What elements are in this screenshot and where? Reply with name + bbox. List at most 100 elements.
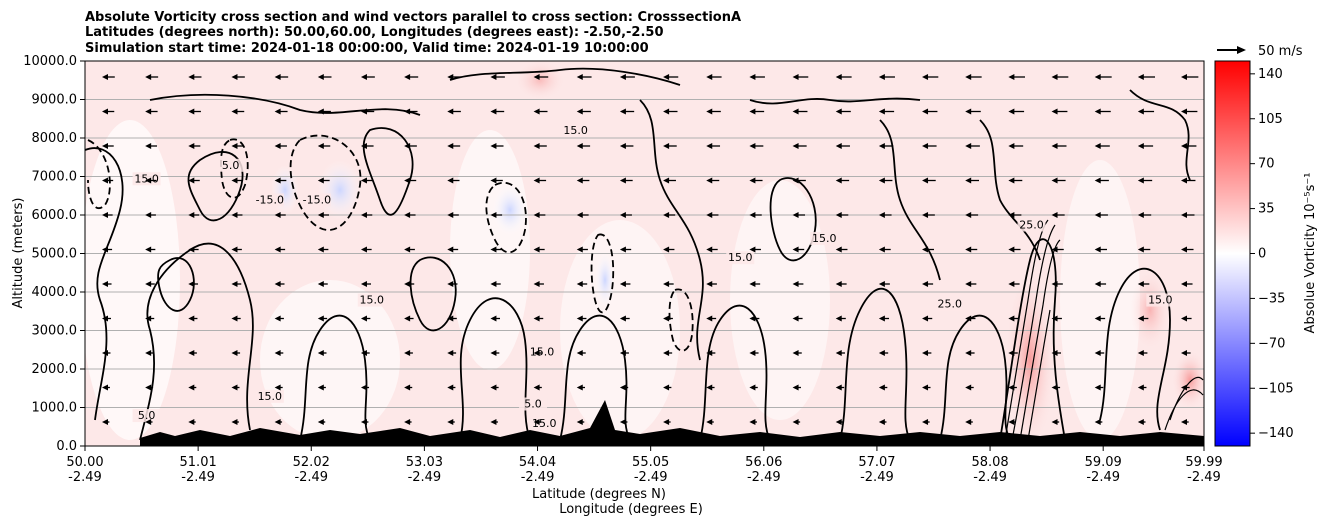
- wind-vector-head: [145, 246, 152, 253]
- wind-vector-head: [1051, 315, 1058, 322]
- wind-vector-head: [576, 108, 583, 115]
- negative-contours: [87, 134, 694, 352]
- wind-vector-head: [1137, 74, 1144, 80]
- wind-vector-head: [145, 419, 152, 425]
- wind-vector-head: [749, 74, 756, 80]
- wind-vector-head: [274, 212, 281, 218]
- wind-vector-head: [965, 281, 972, 287]
- wind-vector-head: [663, 143, 670, 149]
- wind-vector-head: [404, 74, 411, 80]
- wind-vector-head: [1181, 212, 1187, 218]
- wind-vector-head: [1137, 108, 1144, 115]
- wind-vector-head: [1137, 212, 1144, 218]
- wind-vector-head: [145, 350, 152, 356]
- wind-vector-head: [835, 419, 842, 425]
- y-tick-label: 5000.0: [32, 247, 78, 262]
- wind-vector-head: [1094, 177, 1101, 184]
- wind-vector-head: [965, 315, 972, 322]
- y-tick-label: 10000.0: [23, 54, 77, 69]
- wind-vector-head: [1051, 384, 1058, 391]
- contour-label: 15.0: [728, 251, 753, 264]
- wind-vector-head: [878, 315, 885, 322]
- wind-vector-head: [792, 74, 799, 80]
- wind-vector-head: [1008, 350, 1015, 356]
- wind-vector-head: [145, 281, 152, 287]
- wind-vector-head: [1008, 281, 1015, 287]
- wind-vector-head: [145, 384, 152, 391]
- wind-vector-head: [317, 246, 324, 253]
- wind-vector-head: [145, 108, 152, 115]
- wind-vector-head: [835, 143, 842, 149]
- wind-vector-head: [663, 281, 670, 287]
- wind-vector-head: [878, 143, 885, 149]
- contour-line: [459, 297, 531, 441]
- vorticity-blob: [85, 120, 180, 440]
- wind-vector-head: [274, 315, 281, 322]
- wind-vector-head: [1094, 143, 1101, 149]
- wind-vector-head: [102, 419, 108, 425]
- x-tick-label-longitude: -2.49: [860, 470, 894, 485]
- x-tick-label-longitude: -2.49: [747, 470, 781, 485]
- wind-vector-head: [102, 143, 108, 149]
- x-tick-label-longitude: -2.49: [521, 470, 555, 485]
- wind-vector-head: [922, 177, 929, 184]
- wind-vector-head: [878, 246, 885, 253]
- wind-vector-head: [360, 212, 367, 218]
- wind-vector-head: [965, 212, 972, 218]
- wind-vector-head: [317, 281, 324, 287]
- wind-vector-head: [231, 143, 238, 149]
- wind-vector-head: [231, 350, 238, 356]
- plot-area: 15.0 5.0 -15.0 -15.0 15.0 15.0 15.0 15.0 25.0 15.…: [84, 60, 1205, 447]
- negative-vorticity-core: [595, 252, 615, 308]
- wind-vector-head: [533, 212, 540, 218]
- vorticity-blob: [730, 180, 830, 420]
- contour-label-bg: [810, 231, 839, 245]
- contours: [85, 67, 1191, 441]
- contour-line: [1004, 219, 1049, 441]
- contour-line: [749, 97, 921, 105]
- wind-vector-head: [1008, 419, 1015, 425]
- contour-label: 15.0: [532, 417, 557, 430]
- wind-vector-head: [447, 350, 454, 356]
- contour-line: [1099, 267, 1171, 431]
- wind-vector-head: [922, 281, 929, 287]
- colorbar-ticks: 140 105 70 35 0 −35 −70 −105 −140: [1250, 67, 1294, 441]
- contour-line: [699, 304, 771, 441]
- wind-vector-head: [102, 177, 108, 184]
- colorbar-tick-label: 70: [1258, 157, 1275, 172]
- contour-line: [559, 314, 631, 441]
- wind-vector-head: [792, 419, 799, 425]
- wind-vector-head: [663, 212, 670, 218]
- wind-vector-head: [533, 143, 540, 149]
- wind-vector-head: [360, 143, 367, 149]
- wind-vector-head: [619, 143, 626, 149]
- wind-vector-head: [533, 74, 540, 80]
- wind-vector-head: [792, 246, 799, 253]
- contour-label: 15.0: [360, 294, 385, 307]
- wind-vector-head: [533, 281, 540, 287]
- x-axis: 50.00-2.4951.01-2.4952.02-2.4953.03-2.49…: [66, 446, 1223, 485]
- wind-vector-head: [835, 384, 842, 391]
- contour-line: [85, 147, 124, 421]
- wind-vector-head: [1094, 108, 1101, 115]
- wind-vector-head: [102, 212, 108, 218]
- colorbar-tick-label: 140: [1258, 67, 1283, 82]
- wind-vector-head: [533, 246, 540, 253]
- wind-vector-head: [274, 281, 281, 287]
- wind-vector-head: [576, 281, 583, 287]
- wind-vector-head: [533, 108, 540, 115]
- wind-vector-head: [1008, 74, 1015, 80]
- wind-vector-head: [490, 177, 497, 184]
- wind-vector-head: [1051, 212, 1058, 218]
- wind-vector-head: [619, 384, 626, 391]
- wind-vector-head: [965, 143, 972, 149]
- wind-vector-head: [317, 143, 324, 149]
- wind-vector-head: [360, 108, 367, 115]
- wind-vector-head: [533, 315, 540, 322]
- wind-vector-head: [878, 350, 885, 356]
- contour-label-bg: [255, 389, 284, 403]
- wind-vector-head: [619, 246, 626, 253]
- wind-vector-head: [231, 74, 238, 80]
- contour-label: 25.0: [1019, 218, 1044, 231]
- wind-vector-head: [231, 177, 238, 184]
